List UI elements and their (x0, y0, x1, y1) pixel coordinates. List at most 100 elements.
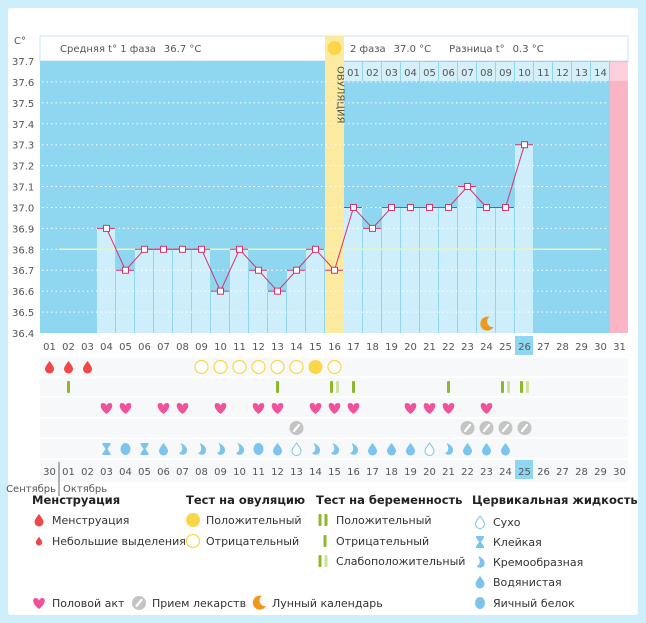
calendar-date: 26 (537, 467, 550, 478)
temperature-point (198, 245, 205, 253)
legend-cervical-watery: Водянистая (493, 576, 562, 589)
blood-drop-icon (64, 361, 73, 374)
test-bar-faint-icon (507, 381, 510, 393)
heart-icon (100, 403, 113, 414)
cervical-fluid-icon (331, 443, 340, 455)
blood-drop-icon (45, 361, 54, 374)
phase2-day: 10 (518, 68, 531, 79)
temperature-point (179, 245, 186, 253)
temperature-bar (249, 270, 267, 333)
y-tick-label: 36.5 (12, 308, 34, 319)
heart-icon (252, 403, 265, 414)
cervical-fluid-icon (445, 443, 454, 455)
temperature-bar (287, 270, 305, 333)
calendar-date: 14 (309, 467, 322, 478)
y-tick-label: 37.6 (12, 78, 34, 89)
calendar-date: 17 (366, 467, 379, 478)
cycle-day-label: 21 (423, 342, 436, 353)
cervical-fluid-icon (424, 442, 435, 456)
calendar-date: 15 (328, 467, 341, 478)
temperature-point (236, 245, 243, 253)
pill-slash (520, 423, 529, 433)
cycle-day-label: 08 (176, 342, 189, 353)
unit-label: C° (14, 36, 26, 47)
cervical-fluid-icon (368, 443, 377, 456)
heart-icon (404, 403, 417, 414)
calendar-date: 07 (176, 467, 189, 478)
heart-icon (271, 403, 284, 414)
calendar-date: 25 (518, 467, 531, 478)
calendar-date: 03 (100, 467, 113, 478)
calendar-date: 23 (480, 467, 493, 478)
water-drop-icon (387, 443, 396, 456)
pill-slash (463, 423, 472, 433)
hourglass-icon (140, 443, 149, 455)
cervical-fluid-icon (501, 443, 510, 456)
cervical-fluid-icon (482, 443, 491, 456)
creamy-drop-icon (198, 443, 207, 455)
cycle-day-label: 02 (62, 342, 75, 353)
cycle-day-label: 27 (537, 342, 550, 353)
pregnancy-test-icon (447, 381, 450, 393)
calendar-date: 01 (62, 467, 75, 478)
cycle-day-label: 30 (594, 342, 607, 353)
cycle-day-label: 28 (556, 342, 569, 353)
menstruation-icon (45, 361, 54, 374)
ovulation-test-icon (194, 359, 209, 375)
heart-icon (309, 403, 322, 414)
cervical-fluid-icon (102, 443, 111, 455)
phase2-day-cell (496, 62, 514, 81)
y-tick-label: 36.9 (12, 224, 34, 235)
calendar-date: 22 (461, 467, 474, 478)
cervical-fluid-icon (159, 443, 168, 456)
cervical-fluid-icon (140, 443, 149, 455)
heart-icon (442, 403, 455, 414)
cervical-fluid-icon (198, 443, 207, 455)
legend-spotting: Небольшие выделения (52, 535, 186, 548)
legend-moon: Лунный календарь (272, 597, 383, 610)
calendar-date: 27 (556, 467, 569, 478)
legend-pregnancy-weak: Слабоположительный (336, 555, 466, 568)
temperature-point (483, 203, 490, 211)
calendar-date: 29 (594, 467, 607, 478)
calendar-date: 06 (157, 467, 170, 478)
egg-white-icon (253, 443, 264, 455)
y-tick-label: 37.1 (12, 183, 34, 194)
ovulation-test-icon (327, 359, 342, 375)
y-tick-label: 36.8 (12, 245, 34, 256)
cycle-day-label: 29 (575, 342, 588, 353)
temperature-point (407, 203, 414, 211)
legend-title-cervical: Цервикальная жидкость (472, 493, 638, 507)
creamy-drop-icon (217, 443, 226, 455)
pill-icon (517, 421, 532, 435)
phase2-day: 04 (404, 68, 417, 79)
test-bar-icon (352, 381, 355, 393)
y-tick-label: 37.4 (12, 120, 34, 131)
phase2-day-cell (515, 62, 533, 81)
phase2-day-cell (477, 62, 495, 81)
phase2-day-cell (401, 62, 419, 81)
temperature-bar (458, 186, 476, 333)
calendar-date: 20 (423, 467, 436, 478)
calendar-date: 08 (195, 467, 208, 478)
phase2-day: 12 (556, 68, 569, 79)
heart-icon (157, 403, 170, 414)
cervical-fluid-icon (120, 443, 131, 455)
test-bar-faint-icon (336, 381, 339, 393)
temperature-point (217, 287, 224, 295)
phase2-day: 06 (442, 68, 455, 79)
temperature-bar (230, 249, 248, 333)
legend-pregnancy-positive: Положительный (336, 514, 432, 527)
empty-circle-icon (251, 359, 266, 375)
heart-icon (480, 403, 493, 414)
temperature-point (312, 245, 319, 253)
temperature-point (274, 287, 281, 295)
heart-icon (157, 403, 170, 414)
test-bar-icon (501, 381, 504, 393)
temperature-point (350, 203, 357, 211)
ovulation-test-icon (251, 359, 266, 375)
calendar-date: 05 (138, 467, 151, 478)
hourglass-icon (102, 443, 111, 455)
heart-icon (347, 403, 360, 414)
cycle-day-label: 01 (43, 342, 56, 353)
